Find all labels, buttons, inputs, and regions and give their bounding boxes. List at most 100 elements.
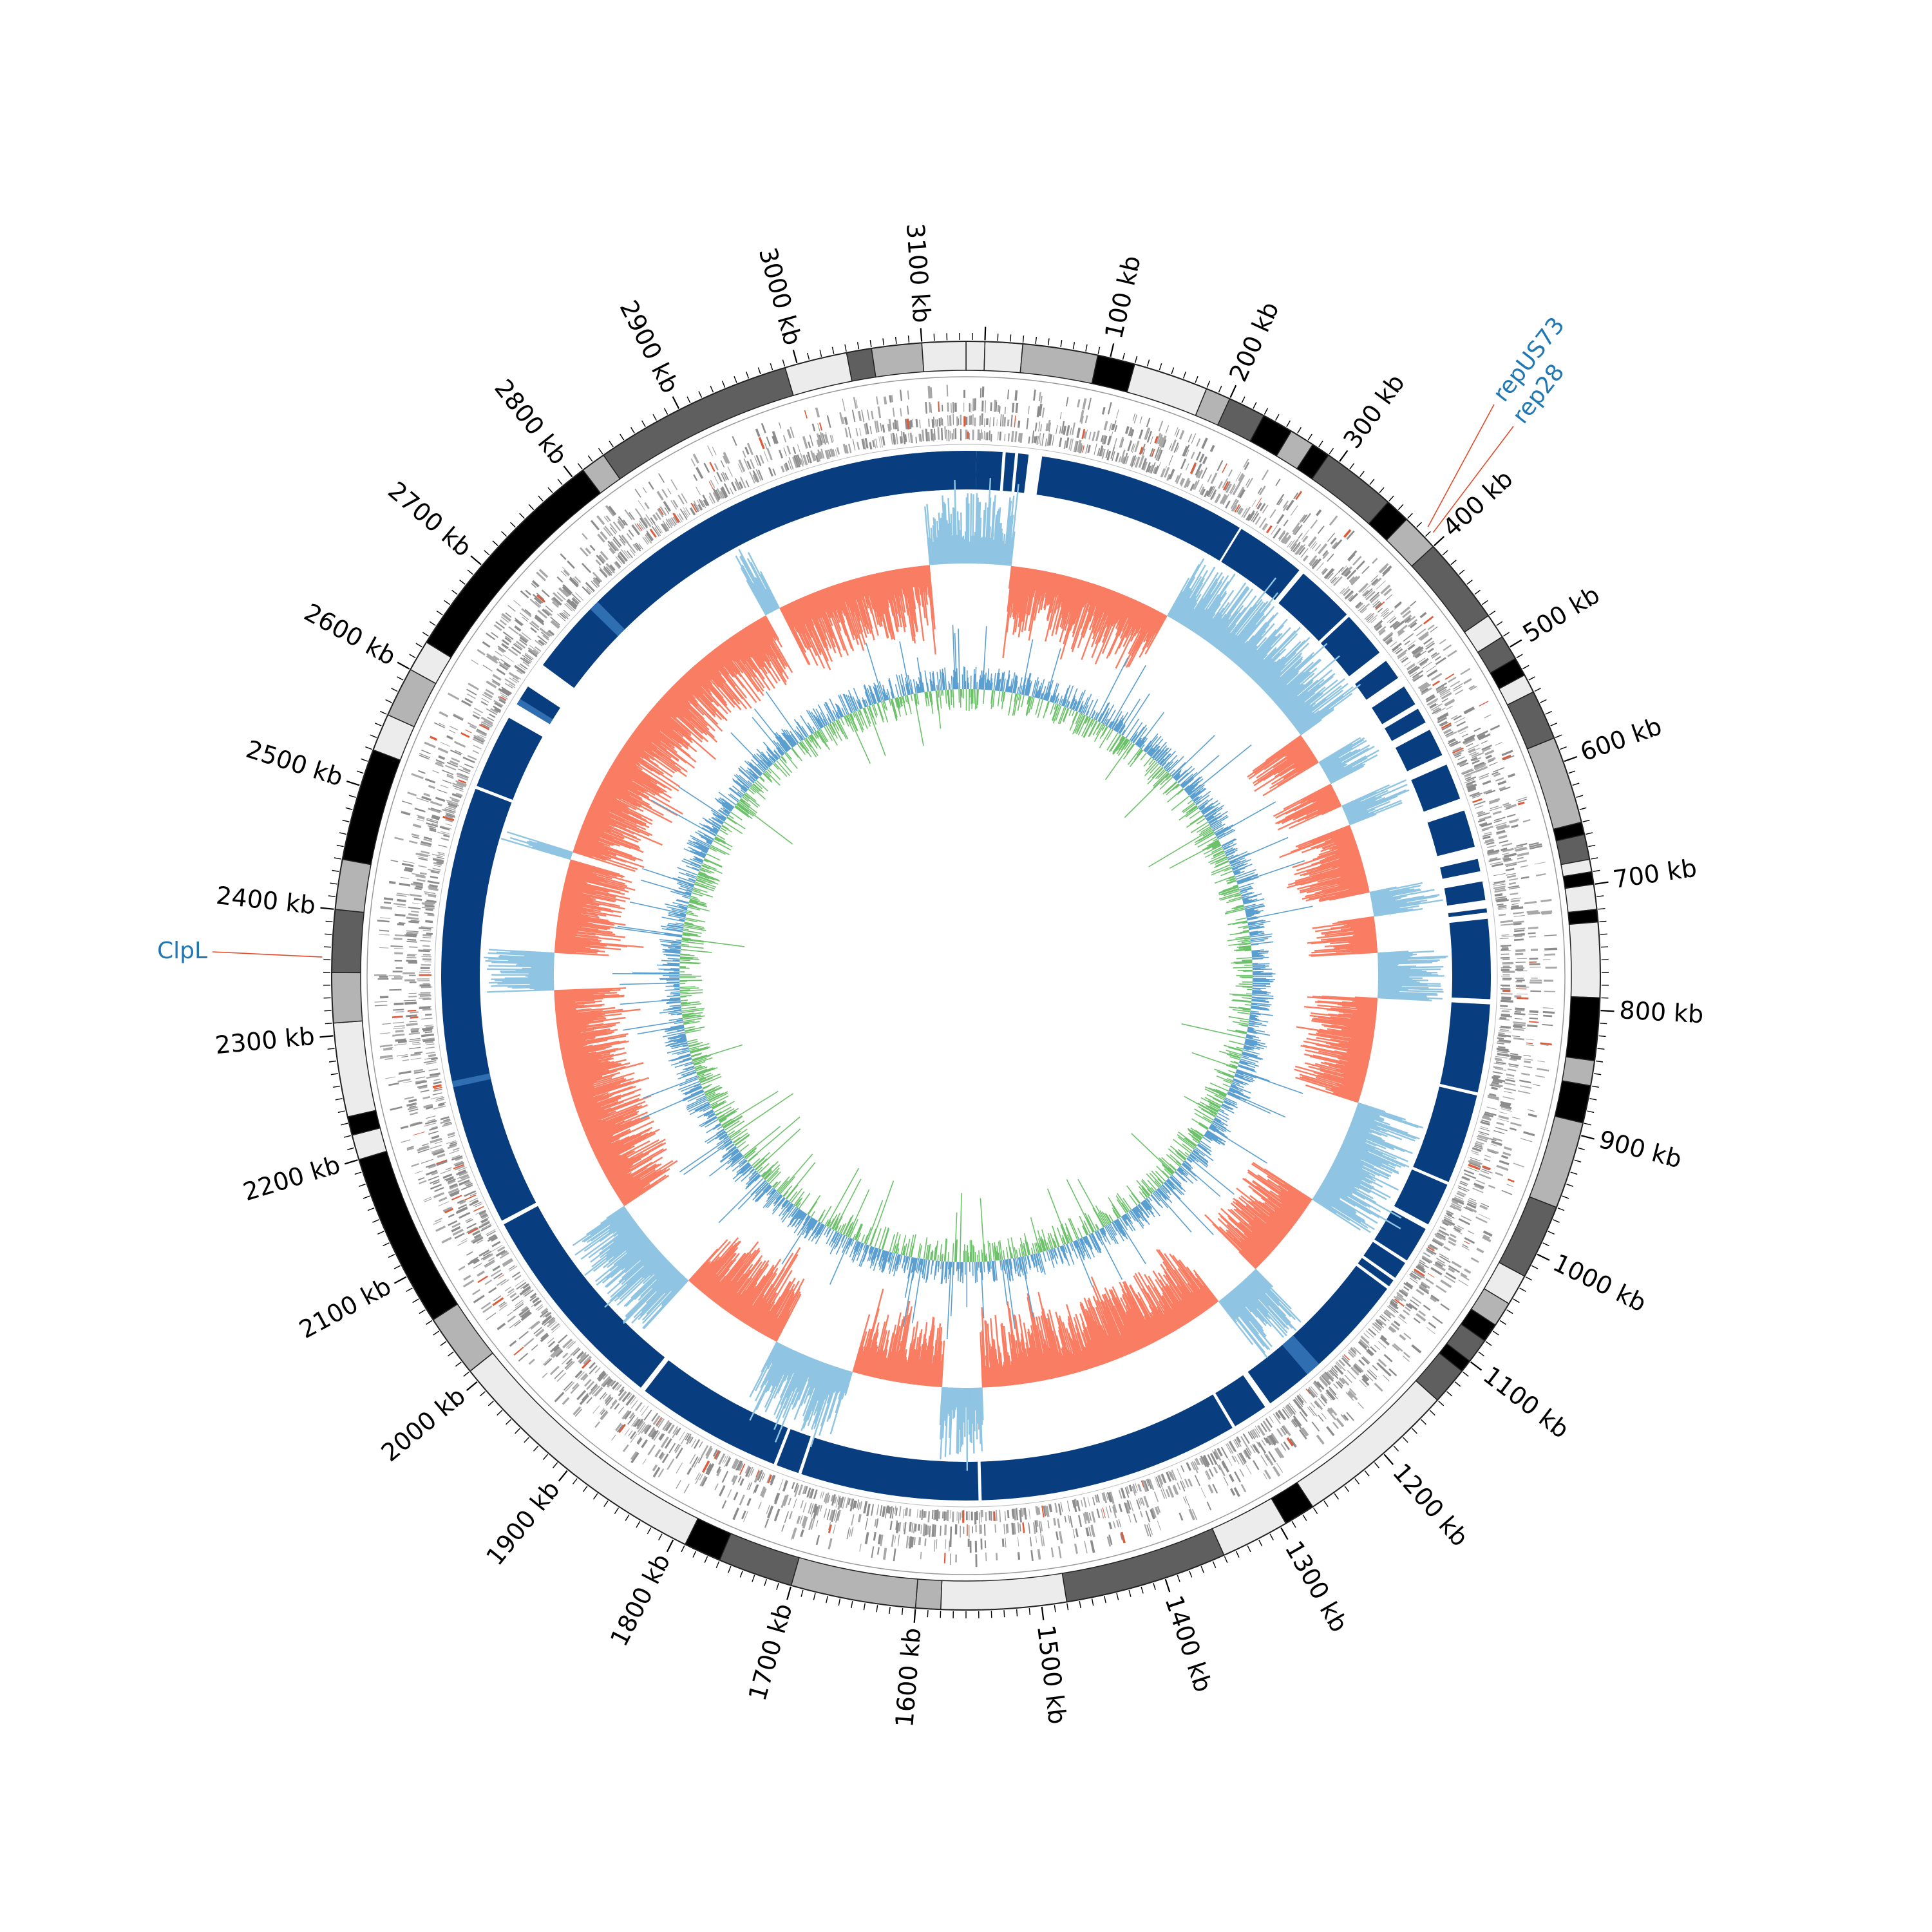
gc-skew-bar <box>1184 572 1219 627</box>
cds-feature <box>1467 744 1479 750</box>
cds-feature <box>1350 1367 1359 1376</box>
cds-feature <box>1331 542 1338 549</box>
gc-skew-bar <box>1347 920 1375 925</box>
cds-feature <box>409 893 422 898</box>
cds-feature <box>1435 686 1445 692</box>
cds-feature <box>759 1486 766 1497</box>
cds-feature <box>390 945 403 947</box>
cds-feature <box>464 1181 471 1186</box>
gc-skew-bar <box>1378 959 1408 962</box>
cds-feature <box>430 1179 440 1184</box>
cds-feature <box>571 600 578 607</box>
gc-skew-bar <box>1334 1050 1370 1059</box>
gc-skew-bar <box>1061 577 1074 618</box>
cds-feature <box>1195 463 1202 477</box>
gc-skew-bar <box>1269 1212 1291 1231</box>
cds-feature <box>1509 1058 1517 1061</box>
gc-skew-bar <box>753 1293 777 1330</box>
cds-feature <box>429 827 437 831</box>
cds-feature <box>443 834 450 838</box>
gc-skew-bar <box>1265 658 1303 694</box>
gc-skew-bar <box>1347 811 1369 822</box>
cds-feature <box>949 415 952 426</box>
cds-feature <box>1454 1229 1463 1235</box>
cds-feature <box>1103 421 1108 431</box>
cds-feature <box>954 402 957 412</box>
cds-feature <box>1517 851 1530 857</box>
cds-feature <box>1352 1366 1360 1373</box>
gc-skew-bar <box>1227 1215 1271 1255</box>
cds-feature <box>1231 499 1239 512</box>
cds-feature <box>714 1450 720 1459</box>
cds-feature <box>1421 1282 1430 1289</box>
cds-feature <box>1350 1349 1357 1355</box>
gc-skew-bar <box>1333 1091 1359 1101</box>
cds-feature <box>449 1142 458 1147</box>
cds-feature <box>605 566 612 574</box>
cds-feature <box>833 1510 838 1521</box>
gc-skew-bar <box>1321 739 1367 768</box>
cds-feature <box>1370 578 1379 586</box>
cds-feature <box>529 622 540 631</box>
cds-feature <box>1364 590 1374 599</box>
cds-feature <box>424 1120 437 1125</box>
cds-feature <box>547 629 555 636</box>
gc-skew-bar <box>1315 1001 1378 1007</box>
cds-feature <box>983 431 985 440</box>
cds-feature <box>1028 436 1030 444</box>
cds-feature <box>1341 565 1347 573</box>
cds-feature <box>409 1037 421 1041</box>
gc-skew-bar <box>1177 1285 1199 1317</box>
cds-feature <box>1504 859 1513 862</box>
cds-feature <box>1501 1155 1509 1159</box>
gc-skew-bar <box>990 1349 995 1387</box>
gc-skew-bar <box>1347 1060 1368 1067</box>
cds-feature <box>1088 1513 1092 1521</box>
cds-feature <box>1493 882 1504 886</box>
cds-feature <box>1432 680 1441 687</box>
gc-skew-bar <box>1070 579 1081 615</box>
gc-skew-bar <box>1146 612 1162 639</box>
gc-skew-bar <box>1351 949 1378 953</box>
cds-feature <box>1483 789 1493 795</box>
cds-feature <box>1040 1521 1043 1531</box>
gc-skew-bar <box>1277 760 1319 786</box>
cds-feature <box>1419 1286 1430 1294</box>
gc-skew-bar <box>1262 1180 1305 1211</box>
cds-feature <box>491 1236 498 1242</box>
cds-feature <box>1120 1488 1126 1499</box>
cds-feature <box>1453 715 1462 721</box>
cds-feature <box>1183 1497 1187 1504</box>
cds-feature <box>1482 1234 1490 1240</box>
cds-feature <box>1125 1502 1131 1514</box>
cds-feature <box>705 1445 712 1457</box>
gc-skew-bar <box>1264 676 1281 692</box>
cds-feature <box>428 887 439 891</box>
gc-skew-bar <box>1010 566 1017 607</box>
cds-feature <box>408 954 417 955</box>
cds-feature <box>1457 725 1469 733</box>
cds-feature <box>1374 1345 1380 1350</box>
gc-skew-bar <box>1177 1260 1213 1307</box>
gc-skew-bar <box>764 1349 795 1413</box>
gc-skew-bar <box>978 1387 981 1444</box>
cds-feature <box>1367 1370 1377 1380</box>
gc-skew-bar <box>1319 873 1366 886</box>
cds-feature <box>1041 433 1045 446</box>
cds-feature <box>857 441 860 450</box>
cds-feature <box>1065 397 1069 407</box>
cds-feature <box>1430 1294 1440 1302</box>
gc-skew-bar <box>743 1282 770 1323</box>
cds-feature <box>732 1459 737 1467</box>
gc-skew-bar <box>1372 902 1407 909</box>
cds-feature <box>605 563 616 574</box>
cds-feature <box>1226 483 1232 493</box>
cds-feature <box>1311 1421 1320 1432</box>
gc-skew-bar <box>1015 1340 1023 1385</box>
gc-skew-bar <box>1067 1316 1086 1371</box>
gc-skew-bar <box>1010 1348 1018 1385</box>
cds-feature <box>1400 606 1411 616</box>
cds-feature <box>1245 1464 1252 1475</box>
gc-skew-bar <box>1342 779 1406 810</box>
cds-feature <box>426 1075 439 1079</box>
